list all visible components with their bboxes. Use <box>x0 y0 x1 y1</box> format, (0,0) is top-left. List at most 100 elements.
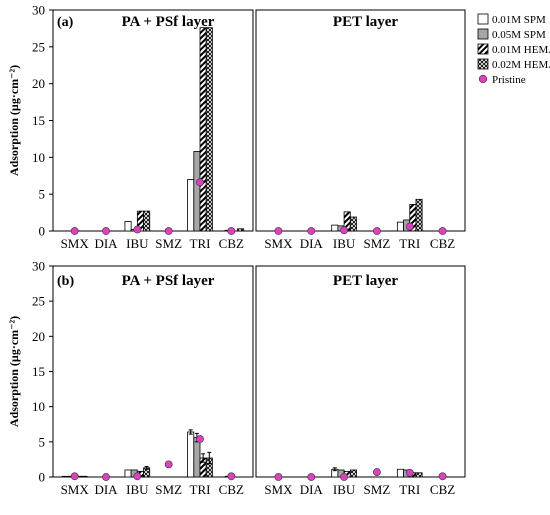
pristine-marker <box>438 227 447 235</box>
x-tick-label: DIA <box>94 482 118 497</box>
y-axis-label: Adsorption (µg·cm⁻²) <box>7 316 21 427</box>
y-tick-label: 30 <box>32 259 45 274</box>
panel-frame <box>255 9 466 232</box>
pristine-marker <box>405 222 414 231</box>
bar-hema-002 <box>415 472 423 478</box>
pristine-marker <box>340 473 348 481</box>
pristine-marker <box>438 472 447 481</box>
panel-title: PET layer <box>333 14 398 30</box>
x-tick-label: IBU <box>333 482 356 497</box>
x-tick-label: SMX <box>264 482 293 497</box>
y-tick-label: 0 <box>39 224 46 239</box>
bar-spm-001 <box>61 475 69 478</box>
y-tick-label: 0 <box>39 470 46 485</box>
y-tick-label: 15 <box>32 364 45 379</box>
panel-title: PA + PSf layer <box>122 273 215 289</box>
pristine-marker <box>70 472 79 481</box>
legend-label: 0.01M SPM <box>492 14 546 26</box>
panel-frame <box>52 9 254 232</box>
bar-hema-002 <box>349 469 357 478</box>
y-tick-label: 25 <box>32 39 45 54</box>
x-tick-label: IBU <box>126 482 149 497</box>
pristine-marker <box>274 227 283 235</box>
x-tick-label: SMZ <box>155 236 182 251</box>
pristine-marker <box>274 473 283 481</box>
bar-hema-002 <box>143 210 151 232</box>
bar-hema-002 <box>415 198 423 232</box>
panel-frame <box>52 265 254 478</box>
legend-swatch-hema-002 <box>477 58 489 70</box>
x-tick-label: DIA <box>300 482 324 497</box>
legend-swatch-pristine <box>478 74 488 84</box>
x-tick-label: DIA <box>300 236 324 251</box>
y-axis-label: Adsorption (µg·cm⁻²) <box>7 65 21 176</box>
pristine-marker <box>227 227 236 235</box>
panel-frame <box>255 265 466 478</box>
legend-label: 0.05M SPM <box>492 29 546 41</box>
x-tick-label: CBZ <box>219 482 244 497</box>
x-tick-label: SMX <box>61 236 90 251</box>
bar-spm-001 <box>124 469 132 478</box>
bar-spm-001 <box>187 431 195 478</box>
x-tick-label: SMZ <box>364 236 391 251</box>
bar-spm-001 <box>331 224 339 232</box>
x-tick-label: IBU <box>333 236 356 251</box>
pristine-marker <box>307 227 316 235</box>
y-tick-label: 15 <box>32 113 45 128</box>
legend-swatch-spm-001 <box>477 13 489 25</box>
pristine-marker <box>133 472 142 481</box>
bar-spm-005 <box>193 437 201 478</box>
legend-label: Pristine <box>492 74 526 86</box>
x-tick-label: TRI <box>399 482 420 497</box>
bar-hema-002 <box>80 475 88 478</box>
bar-hema-002 <box>205 27 213 232</box>
legend-label: 0.02M HEMA <box>492 59 550 71</box>
y-tick-label: 25 <box>32 294 45 309</box>
bar-hema-002 <box>237 228 245 232</box>
bar-hema-002 <box>349 216 357 232</box>
x-tick-label: DIA <box>94 236 118 251</box>
x-tick-label: TRI <box>190 482 211 497</box>
legend-swatch-spm-005 <box>477 28 489 40</box>
pristine-marker <box>196 178 204 187</box>
x-tick-label: SMX <box>264 236 293 251</box>
y-tick-label: 5 <box>39 187 46 202</box>
pristine-marker <box>133 225 142 234</box>
bar-spm-001 <box>396 468 404 478</box>
bar-spm-001 <box>187 179 195 232</box>
x-tick-label: TRI <box>190 236 211 251</box>
x-tick-label: CBZ <box>430 236 455 251</box>
x-tick-label: SMZ <box>364 482 391 497</box>
row-label: (a) <box>57 15 74 30</box>
pristine-marker <box>164 460 173 469</box>
row-label: (b) <box>57 274 74 289</box>
x-tick-label: SMZ <box>155 482 182 497</box>
y-tick-label: 20 <box>32 76 45 91</box>
y-tick-label: 10 <box>32 399 45 414</box>
y-tick-label: 5 <box>39 434 46 449</box>
pristine-marker <box>405 468 414 477</box>
pristine-marker <box>102 227 110 235</box>
bar-spm-001 <box>124 221 132 232</box>
x-tick-label: IBU <box>126 236 149 251</box>
panel-title: PA + PSf layer <box>122 14 215 30</box>
pristine-marker <box>196 435 204 443</box>
y-tick-label: 30 <box>32 3 45 18</box>
x-tick-label: TRI <box>399 236 420 251</box>
x-tick-label: SMX <box>61 482 90 497</box>
y-tick-label: 20 <box>32 329 45 344</box>
x-tick-label: CBZ <box>219 236 244 251</box>
pristine-marker <box>102 473 110 481</box>
legend-label: 0.01M HEMA <box>492 44 550 56</box>
bar-spm-001 <box>396 221 404 232</box>
bar-hema-001 <box>199 27 207 232</box>
x-tick-label: CBZ <box>430 482 455 497</box>
pristine-marker <box>373 468 381 476</box>
pristine-marker <box>307 473 316 481</box>
legend-swatch-hema-001 <box>477 43 489 55</box>
pristine-marker <box>373 227 381 235</box>
pristine-marker <box>70 227 79 235</box>
pristine-marker <box>227 472 236 481</box>
